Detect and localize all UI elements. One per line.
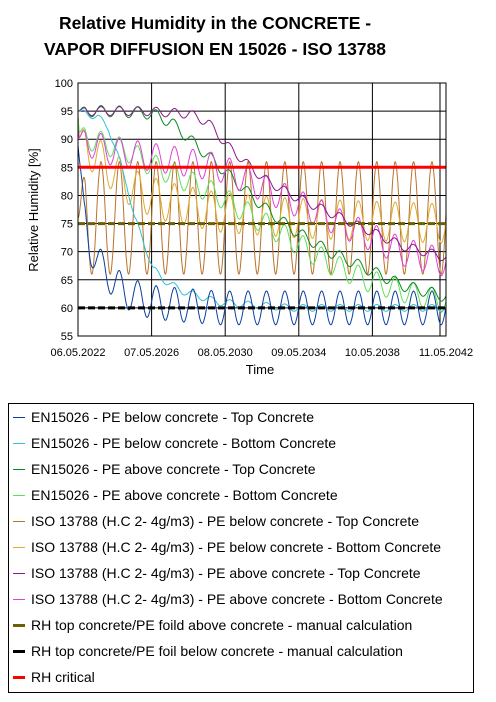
legend-item: ISO 13788 (H.C 2- 4g/m3) - PE below conc… [13, 537, 441, 557]
y-tick-label: 80 [61, 190, 73, 202]
y-tick-label: 65 [61, 275, 73, 287]
legend-label: ISO 13788 (H.C 2- 4g/m3) - PE above conc… [31, 591, 443, 607]
legend-item: RH top concrete/PE foild above concrete … [13, 615, 412, 635]
legend-swatch [13, 416, 25, 418]
series-line-7 [78, 106, 447, 262]
series-line-4 [77, 116, 447, 313]
chart-title: Relative Humidity in the CONCRETE - VAPO… [0, 10, 430, 62]
x-tick-label: 07.05.2026 [124, 347, 179, 359]
legend: EN15026 - PE below concrete - Top Concre… [8, 403, 474, 693]
y-tick-label: 90 [61, 134, 73, 146]
axes: 55 60 65 70 75 80 85 90 95 100 06.05.2022 07.05.202… [50, 78, 473, 359]
legend-swatch [13, 520, 25, 522]
x-tick-label: 08.05.2030 [198, 347, 253, 359]
y-tick-label: 70 [61, 247, 73, 259]
legend-label: RH top concrete/PE foil below concrete -… [31, 643, 403, 659]
legend-swatch [13, 598, 25, 600]
legend-item: ISO 13788 (H.C 2- 4g/m3) - PE below conc… [13, 511, 419, 531]
series-line-6 [77, 113, 447, 244]
y-tick-label: 100 [55, 78, 73, 90]
legend-item: RH critical [13, 667, 95, 687]
y-tick-label: 55 [61, 331, 73, 343]
y-tick-label: 75 [61, 219, 73, 231]
chart-title-line-1: Relative Humidity in the CONCRETE - [58, 13, 372, 33]
legend-item: ISO 13788 (H.C 2- 4g/m3) - PE above conc… [13, 563, 421, 583]
legend-label: EN15026 - PE below concrete - Bottom Con… [31, 435, 337, 451]
legend-swatch [13, 649, 25, 653]
x-axis-label: Time [246, 362, 274, 377]
x-tick-label: 09.05.2034 [271, 347, 326, 359]
legend-item: EN15026 - PE below concrete - Top Concre… [13, 407, 314, 427]
series-line-8 [77, 127, 447, 277]
x-tick-label: 06.05.2022 [50, 347, 105, 359]
y-tick-label: 60 [61, 303, 73, 315]
legend-swatch [13, 546, 25, 548]
y-axis-label: Relative Humidity [%] [26, 148, 41, 272]
legend-label: RH critical [31, 669, 95, 685]
legend-label: ISO 13788 (H.C 2- 4g/m3) - PE below conc… [31, 513, 420, 529]
legend-label: RH top concrete/PE foild above concrete … [31, 617, 413, 633]
series-layer [77, 105, 447, 326]
legend-label: EN15026 - PE above concrete - Top Concre… [31, 461, 316, 477]
plot-frame [77, 82, 447, 337]
legend-item: EN15026 - PE below concrete - Bottom Con… [13, 433, 336, 453]
legend-swatch [13, 494, 25, 496]
y-tick-label: 95 [61, 106, 73, 118]
legend-item: ISO 13788 (H.C 2- 4g/m3) - PE above conc… [13, 589, 443, 609]
legend-swatch [13, 468, 25, 470]
legend-label: EN15026 - PE above concrete - Bottom Con… [31, 487, 338, 503]
legend-label: ISO 13788 (H.C 2- 4g/m3) - PE above conc… [31, 565, 421, 581]
legend-swatch [13, 675, 25, 679]
x-tick-label: 10.05.2038 [345, 347, 400, 359]
x-tick-label: 11.05.2042 [419, 347, 473, 359]
legend-label: EN15026 - PE below concrete - Top Concre… [31, 409, 315, 425]
y-tick-label: 85 [61, 162, 73, 174]
line-chart: 55 60 65 70 75 80 85 90 95 100 06.05.2022 07.05.202… [26, 78, 473, 377]
chart-title-line-2: VAPOR DIFFUSION EN 15026 - ISO 13788 [43, 39, 387, 59]
legend-swatch [13, 572, 25, 574]
legend-item: EN15026 - PE above concrete - Bottom Con… [13, 485, 338, 505]
legend-label: ISO 13788 (H.C 2- 4g/m3) - PE below conc… [31, 539, 442, 555]
legend-item: EN15026 - PE above concrete - Top Concre… [13, 459, 316, 479]
legend-item: RH top concrete/PE foil below concrete -… [13, 641, 403, 661]
legend-swatch [13, 623, 25, 627]
legend-swatch [13, 442, 25, 444]
